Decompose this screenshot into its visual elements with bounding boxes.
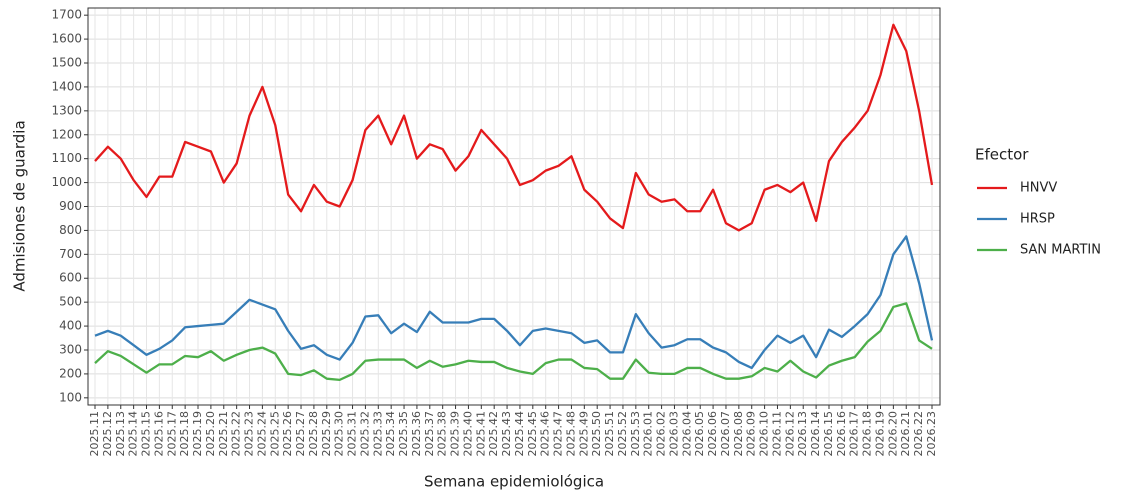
x-tick-label: 2025.25 <box>268 411 281 457</box>
x-tick-label: 2026.05 <box>693 411 706 457</box>
y-tick-label: 1300 <box>51 103 82 117</box>
x-tick-label: 2026.02 <box>655 411 668 457</box>
x-tick-label: 2025.29 <box>320 411 333 457</box>
y-tick-label: 300 <box>59 342 82 356</box>
x-tick-label: 2025.35 <box>397 411 410 457</box>
y-tick-label: 1400 <box>51 79 82 93</box>
x-tick-label: 2026.14 <box>809 411 822 457</box>
x-tick-label: 2025.23 <box>243 411 256 457</box>
x-tick-label: 2025.24 <box>255 411 268 457</box>
x-tick-label: 2026.01 <box>642 411 655 457</box>
x-tick-label: 2025.26 <box>281 411 294 457</box>
x-tick-label: 2025.45 <box>526 411 539 457</box>
x-tick-label: 2025.16 <box>152 411 165 457</box>
x-tick-label: 2026.06 <box>706 411 719 457</box>
y-tick-label: 700 <box>59 247 82 261</box>
legend-label: SAN MARTIN <box>1020 243 1101 258</box>
y-tick-label: 200 <box>59 366 82 380</box>
x-tick-label: 2025.50 <box>590 411 603 457</box>
x-tick-label: 2026.16 <box>835 411 848 457</box>
x-axis-title: Semana epidemiológica <box>424 473 604 491</box>
x-tick-label: 2025.17 <box>165 411 178 457</box>
x-tick-label: 2026.10 <box>758 411 771 457</box>
x-tick-label: 2025.42 <box>487 411 500 457</box>
x-tick-label: 2026.03 <box>667 411 680 457</box>
x-tick-label: 2026.07 <box>719 411 732 457</box>
x-tick-label: 2025.11 <box>88 411 101 457</box>
x-tick-label: 2026.11 <box>770 411 783 457</box>
series-line <box>94 235 934 370</box>
x-tick-label: 2025.52 <box>616 411 629 457</box>
x-tick-label: 2026.08 <box>732 411 745 457</box>
legend-label: HNVV <box>1020 181 1057 196</box>
x-tick-label: 2026.12 <box>783 411 796 457</box>
y-tick-label: 1200 <box>51 127 82 141</box>
x-tick-label: 2025.19 <box>191 411 204 457</box>
x-tick-label: 2025.14 <box>127 411 140 457</box>
x-tick-label: 2025.34 <box>384 411 397 457</box>
x-tick-label: 2025.18 <box>178 411 191 457</box>
y-tick-label: 1000 <box>51 175 82 189</box>
x-tick-label: 2026.21 <box>899 411 912 457</box>
y-tick-label: 1600 <box>51 32 82 46</box>
lines <box>94 23 934 382</box>
x-tick-label: 2026.23 <box>925 411 938 457</box>
x-tick-label: 2025.43 <box>500 411 513 457</box>
x-tick-label: 2026.09 <box>745 411 758 457</box>
x-tick-label: 2025.31 <box>346 411 359 457</box>
y-tick-label: 100 <box>59 390 82 404</box>
grid <box>88 8 940 405</box>
legend-title: Efector <box>975 146 1029 164</box>
x-tick-label: 2025.28 <box>307 411 320 457</box>
x-tick-label: 2025.15 <box>140 411 153 457</box>
x-tick-label: 2025.36 <box>410 411 423 457</box>
x-tick-label: 2025.13 <box>114 411 127 457</box>
x-tick-label: 2025.48 <box>564 411 577 457</box>
x-tick-label: 2025.40 <box>461 411 474 457</box>
x-tick-label: 2026.04 <box>680 411 693 457</box>
series-line <box>94 302 933 382</box>
x-tick-label: 2025.47 <box>552 411 565 457</box>
x-tick-label: 2025.53 <box>629 411 642 457</box>
x-tick-label: 2025.12 <box>101 411 114 457</box>
x-tick-label: 2025.41 <box>474 411 487 457</box>
y-tick-label: 600 <box>59 271 82 285</box>
x-tick-label: 2026.18 <box>861 411 874 457</box>
y-tick-label: 400 <box>59 319 82 333</box>
legend-label: HRSP <box>1020 212 1055 227</box>
y-axis-title: Admisiones de guardia <box>11 120 29 291</box>
x-tick-label: 2025.38 <box>436 411 449 457</box>
x-tick-label: 2026.17 <box>848 411 861 457</box>
y-tick-label: 800 <box>59 223 82 237</box>
x-tick-label: 2026.13 <box>796 411 809 457</box>
y-tick-label: 1500 <box>51 56 82 70</box>
x-tick-label: 2025.51 <box>603 411 616 457</box>
y-tick-label: 500 <box>59 295 82 309</box>
x-tick-label: 2025.39 <box>449 411 462 457</box>
x-tick-label: 2025.32 <box>358 411 371 457</box>
x-tick-label: 2025.44 <box>513 411 526 457</box>
x-tick-label: 2026.19 <box>873 411 886 457</box>
y-tick-label: 900 <box>59 199 82 213</box>
x-tick-label: 2026.15 <box>822 411 835 457</box>
y-tick-label: 1700 <box>51 8 82 22</box>
x-tick-label: 2026.22 <box>912 411 925 457</box>
x-tick-label: 2026.20 <box>886 411 899 457</box>
x-tick-label: 2025.20 <box>204 411 217 457</box>
x-tick-label: 2025.33 <box>371 411 384 457</box>
series-line <box>94 23 934 232</box>
y-tick-label: 1100 <box>51 151 82 165</box>
x-tick-label: 2025.49 <box>577 411 590 457</box>
x-tick-label: 2025.30 <box>333 411 346 457</box>
x-tick-label: 2025.37 <box>423 411 436 457</box>
x-tick-label: 2025.22 <box>230 411 243 457</box>
x-tick-label: 2025.46 <box>539 411 552 457</box>
x-tick-label: 2025.21 <box>217 411 230 457</box>
x-tick-label: 2025.27 <box>294 411 307 457</box>
